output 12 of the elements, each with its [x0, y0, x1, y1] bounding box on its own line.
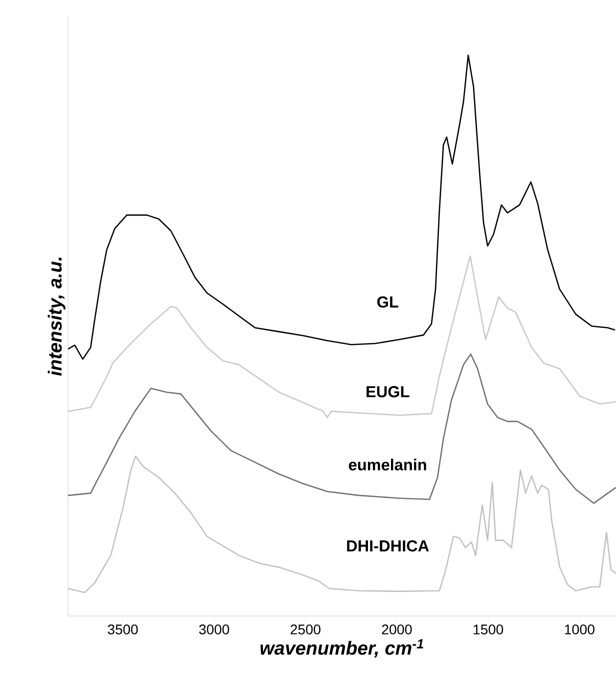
- y-axis-title: intensity, a.u.: [48, 257, 66, 376]
- series-label: eumelanin: [348, 458, 426, 470]
- series-label: DHI-DHICA: [347, 540, 429, 552]
- x-tick-label: 3500: [108, 624, 138, 634]
- x-tick-label: 2000: [382, 624, 412, 634]
- x-tick-label: 3000: [199, 624, 230, 634]
- x-tick-label: 1500: [474, 624, 504, 634]
- x-tick-label: 1000: [565, 624, 594, 634]
- series-label: GL: [377, 296, 398, 308]
- x-tick-label: 2500: [290, 624, 320, 634]
- series-label: EUGL: [366, 386, 410, 398]
- x-axis-title: wavenumber, cm$^{-1}$: [260, 639, 424, 658]
